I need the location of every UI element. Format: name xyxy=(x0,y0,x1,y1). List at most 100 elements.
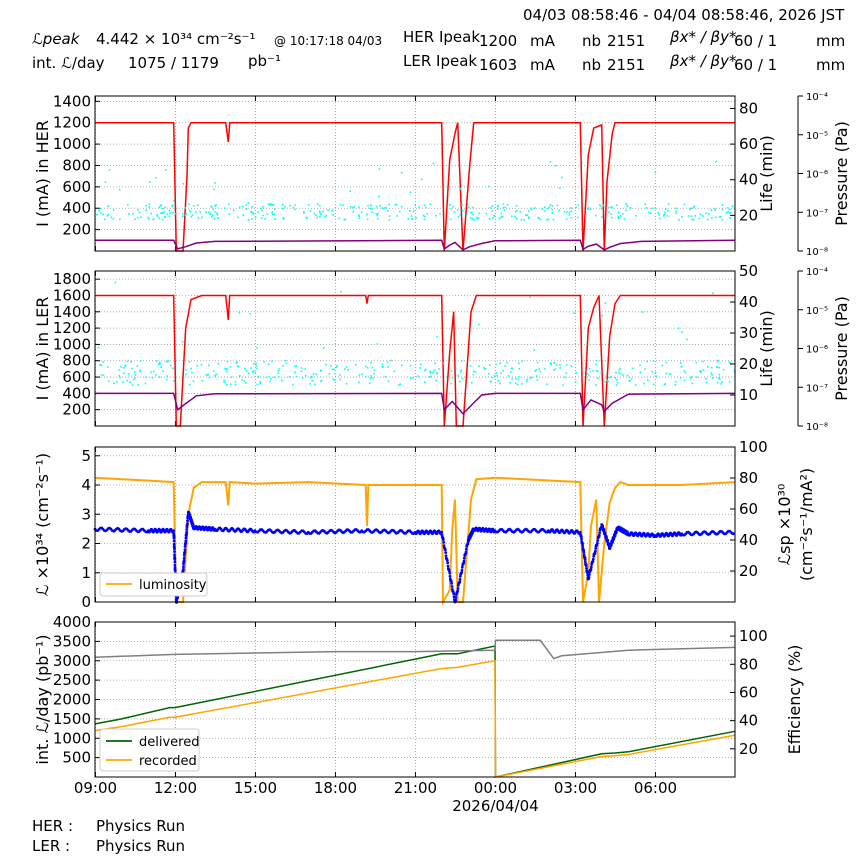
life-point xyxy=(333,368,335,371)
life-point xyxy=(496,374,498,377)
her-ipeak-value: 1200 xyxy=(479,32,518,50)
lsp-point xyxy=(446,564,450,568)
life-point xyxy=(471,211,473,214)
life-point xyxy=(531,376,533,379)
life-point xyxy=(260,217,263,219)
life-point xyxy=(439,213,441,215)
life-point xyxy=(185,373,187,376)
beta-unit-ler: mm xyxy=(816,56,846,74)
life-point xyxy=(435,215,437,217)
life-point xyxy=(467,203,469,206)
life-point xyxy=(504,206,506,209)
life-point xyxy=(207,373,209,376)
life-point xyxy=(168,209,171,212)
life-point xyxy=(358,215,360,217)
life-point xyxy=(410,377,412,380)
life-point xyxy=(185,368,187,371)
life-point xyxy=(525,214,527,217)
life-point xyxy=(254,371,257,374)
life-point xyxy=(229,383,232,385)
tick-label-y2: 20 xyxy=(739,355,758,373)
life-point xyxy=(345,382,348,385)
life-point xyxy=(601,216,603,218)
life-point xyxy=(294,365,296,367)
life-point xyxy=(273,213,276,216)
life-point xyxy=(150,371,152,373)
life-point xyxy=(589,208,592,210)
life-point xyxy=(162,370,164,372)
life-point xyxy=(475,218,478,220)
life-point xyxy=(358,381,360,384)
life-point xyxy=(518,376,520,378)
life-point xyxy=(390,359,392,362)
tick-label-y3: 10⁻⁴ xyxy=(806,267,828,278)
life-point xyxy=(338,217,340,220)
life-point xyxy=(654,207,657,209)
footer-her-status: Physics Run xyxy=(96,817,186,835)
life-point xyxy=(650,212,652,214)
life-point xyxy=(499,362,501,365)
life-point xyxy=(256,367,258,370)
lsp-point xyxy=(460,571,464,574)
life-point xyxy=(690,377,692,379)
life-point xyxy=(608,206,610,209)
life-point xyxy=(495,363,497,366)
life-point xyxy=(639,371,642,374)
life-point xyxy=(172,211,174,214)
life-point xyxy=(277,372,279,375)
life-point xyxy=(451,376,454,379)
life-point xyxy=(608,211,610,214)
life-point xyxy=(597,377,599,379)
life-point xyxy=(304,374,307,377)
lsp-point xyxy=(173,558,177,561)
life-point xyxy=(352,206,354,209)
life-point xyxy=(459,187,462,190)
tick-label-x: 15:00 xyxy=(234,779,277,797)
life-point xyxy=(414,204,416,207)
life-point xyxy=(255,364,258,367)
tick-label-y: 1600 xyxy=(53,286,91,304)
life-point xyxy=(436,335,438,338)
life-point xyxy=(333,379,335,381)
tick-label-y: 1400 xyxy=(53,303,91,321)
nb-label-ler: nb xyxy=(582,56,602,74)
life-point xyxy=(319,380,322,383)
life-point xyxy=(189,211,192,213)
life-point xyxy=(502,370,504,372)
life-point xyxy=(611,216,613,219)
life-point xyxy=(294,371,296,373)
life-point xyxy=(683,379,686,382)
life-point xyxy=(369,204,372,206)
tick-label-y: 600 xyxy=(62,178,91,196)
life-point xyxy=(646,360,648,363)
life-point xyxy=(139,369,141,372)
life-point xyxy=(122,367,125,369)
life-point xyxy=(687,215,690,217)
life-point xyxy=(681,331,683,333)
life-point xyxy=(235,362,238,365)
life-point xyxy=(628,379,631,382)
life-point xyxy=(314,383,316,386)
life-point xyxy=(126,360,129,363)
life-point xyxy=(381,207,384,209)
life-point xyxy=(118,369,121,371)
life-point xyxy=(645,207,648,209)
life-point xyxy=(499,216,502,219)
life-point xyxy=(628,376,631,379)
life-point xyxy=(558,187,561,189)
life-point xyxy=(527,210,530,212)
life-point xyxy=(319,204,321,207)
life-point xyxy=(119,218,121,221)
legend-label-delivered: delivered xyxy=(139,735,199,750)
life-point xyxy=(261,209,263,212)
life-point xyxy=(721,208,724,211)
life-point xyxy=(113,382,115,384)
life-point xyxy=(269,204,271,207)
life-point xyxy=(674,384,677,386)
life-point xyxy=(472,206,474,209)
life-point xyxy=(336,364,338,367)
life-point xyxy=(699,370,701,373)
lsp-point xyxy=(458,575,462,578)
life-point xyxy=(729,212,732,214)
tick-label-x: 21:00 xyxy=(394,779,437,797)
